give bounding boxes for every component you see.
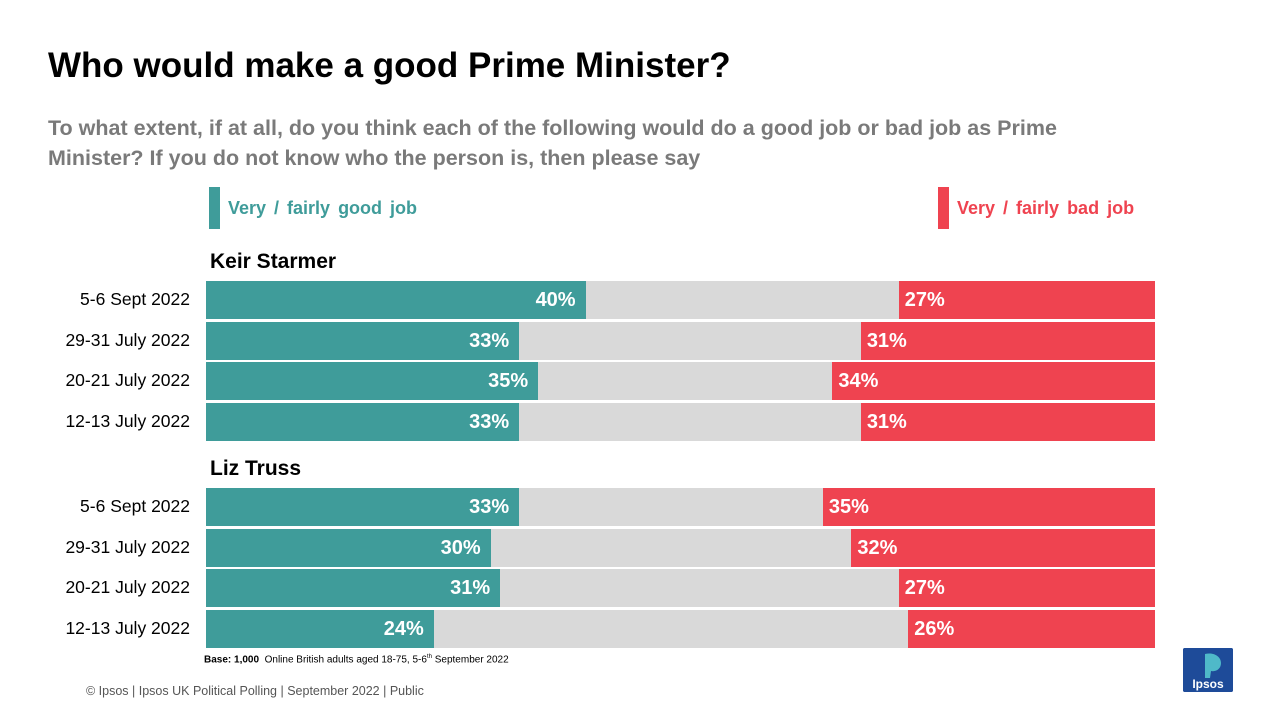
base-note: Base: 1,000 Online British adults aged 1…	[204, 654, 509, 665]
bar-bad: 34%	[832, 362, 1155, 400]
legend-good-swatch	[209, 187, 220, 229]
bar-good: 40%	[206, 281, 586, 319]
value-label-good: 35%	[488, 370, 529, 392]
bar-bad: 32%	[851, 528, 1155, 567]
row-label: 12-13 July 2022	[65, 617, 190, 638]
bar-good: 31%	[206, 569, 501, 607]
group-label: Liz Truss	[210, 457, 302, 480]
ipsos-logo-icon: Ipsos	[1183, 648, 1233, 692]
row-label: 12-13 July 2022	[65, 410, 190, 431]
base-text: Online British adults aged 18-75, 5-6	[264, 654, 427, 666]
bar-bad: 31%	[860, 402, 1155, 441]
bar-bad: 27%	[898, 281, 1155, 319]
row-label: 29-31 July 2022	[65, 536, 190, 557]
value-label-good: 33%	[469, 410, 510, 433]
ipsos-logo: Ipsos	[1183, 648, 1233, 692]
value-label-good: 24%	[383, 617, 424, 640]
value-label-good: 30%	[440, 536, 481, 559]
row-label: 20-21 July 2022	[65, 577, 190, 597]
value-label-bad: 31%	[866, 410, 907, 433]
footer-text: © Ipsos | Ipsos UK Political Polling | S…	[86, 684, 424, 698]
bar-bad: 35%	[822, 488, 1155, 526]
legend-good-label: Very / fairly good job	[228, 197, 418, 218]
legend-good: Very / fairly good job	[209, 187, 417, 229]
bar-bad: 31%	[860, 321, 1155, 360]
bar-bad: 26%	[908, 609, 1155, 648]
row-label: 20-21 July 2022	[65, 370, 190, 390]
value-label-good: 31%	[450, 577, 491, 599]
row-label: 5-6 Sept 2022	[80, 289, 190, 309]
bar-track: 33% 31%	[206, 321, 1155, 360]
value-label-bad: 27%	[904, 577, 945, 599]
chart-subtitle: To what extent, if at all, do you think …	[48, 116, 1057, 170]
page-title: Who would make a good Prime Minister?	[48, 46, 731, 85]
legend-bad-swatch	[938, 187, 949, 229]
row-label: 29-31 July 2022	[65, 329, 190, 350]
bar-track: 30% 32%	[206, 528, 1155, 567]
bar-good: 30%	[206, 528, 491, 567]
value-label-bad: 26%	[914, 617, 955, 640]
bar-good: 33%	[206, 488, 520, 526]
logo-text: Ipsos	[1192, 677, 1224, 691]
bar-track: 40% 27%	[206, 281, 1155, 319]
base-label: Base: 1,000	[204, 654, 260, 666]
value-label-good: 33%	[469, 496, 510, 518]
bar-good: 35%	[206, 362, 539, 400]
bar-bad: 27%	[898, 569, 1155, 607]
bar-track: 35% 34%	[206, 362, 1155, 400]
base-text-end: September 2022	[431, 654, 509, 666]
value-label-bad: 32%	[857, 536, 898, 559]
base-superscript: th	[426, 654, 432, 660]
value-label-bad: 34%	[838, 370, 879, 392]
bar-good: 33%	[206, 402, 520, 441]
bar-track: 33% 31%	[206, 402, 1155, 441]
value-label-bad: 27%	[904, 289, 945, 311]
row-label: 5-6 Sept 2022	[80, 496, 190, 516]
group-label: Keir Starmer	[210, 250, 337, 273]
bar-track: 24% 26%	[206, 609, 1155, 648]
bar-track: 33% 35%	[206, 488, 1155, 526]
value-label-good: 33%	[469, 329, 510, 352]
bar-track: 31% 27%	[206, 569, 1155, 607]
value-label-bad: 35%	[828, 496, 869, 518]
bar-good: 24%	[206, 609, 434, 648]
bar-good: 33%	[206, 321, 520, 360]
legend-bad: Very / fairly bad job	[938, 187, 1134, 229]
value-label-good: 40%	[535, 289, 576, 311]
legend-bad-label: Very / fairly bad job	[957, 197, 1135, 218]
value-label-bad: 31%	[866, 329, 907, 352]
